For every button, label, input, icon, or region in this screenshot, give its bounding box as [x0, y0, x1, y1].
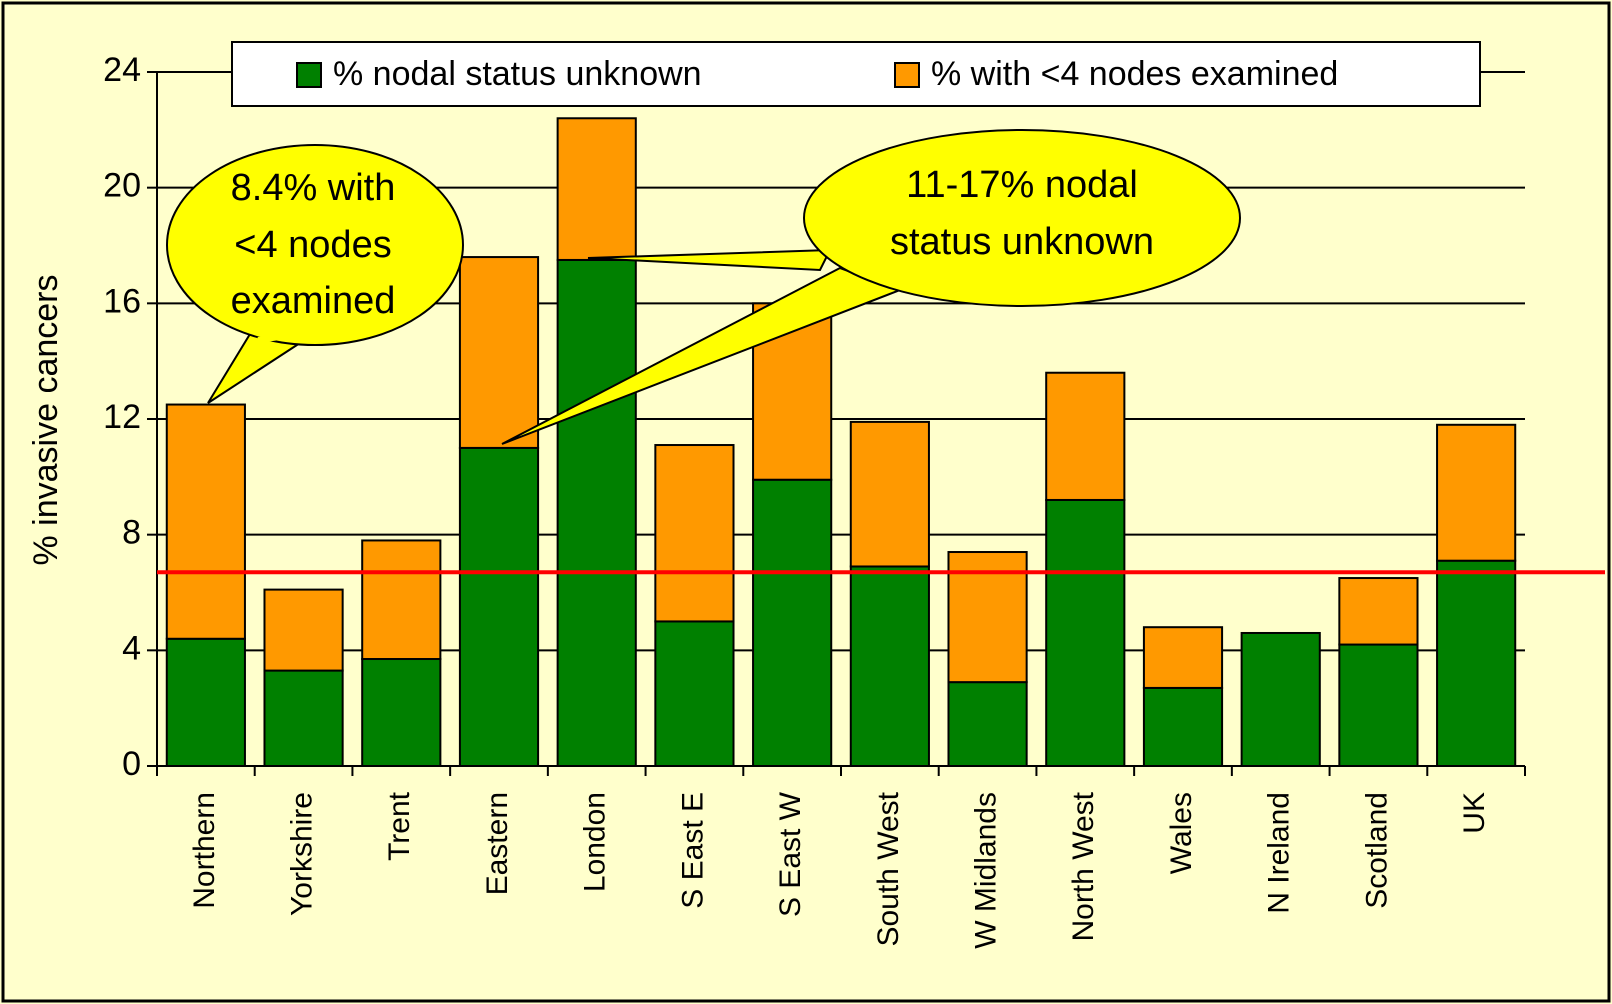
bar-segment — [361, 539, 442, 661]
bar-segment — [849, 565, 930, 767]
bar-segment — [654, 444, 735, 623]
x-tick-label: Yorkshire — [285, 792, 318, 916]
bar-segment — [752, 478, 833, 767]
y-tick-label: 20 — [103, 167, 141, 205]
legend-label: % with <4 nodes examined — [931, 55, 1338, 93]
bar-segment — [849, 420, 930, 568]
bar-segment — [1045, 371, 1126, 501]
bar-segment — [1045, 498, 1126, 767]
x-tick-label: UK — [1458, 792, 1491, 834]
y-tick-label: 8 — [122, 514, 141, 552]
callout-text: 8.4% with — [231, 167, 396, 209]
x-tick-label: Trent — [383, 791, 416, 861]
x-tick-label: South West — [872, 791, 905, 946]
x-tick-label: S East W — [774, 791, 807, 917]
legend-box — [231, 41, 1481, 107]
y-axis-label: % invasive cancers — [27, 274, 65, 565]
legend-swatch — [894, 62, 920, 88]
legend-swatch — [296, 62, 322, 88]
callout-bubble — [166, 144, 464, 346]
callout-tail — [587, 248, 832, 272]
bar-segment — [1436, 559, 1517, 767]
bar-segment — [1436, 423, 1517, 562]
bar-segment — [654, 620, 735, 768]
callout-join — [257, 327, 331, 343]
bar-segment — [361, 658, 442, 768]
y-tick-label: 16 — [103, 282, 141, 320]
x-tick-label: Eastern — [481, 792, 514, 895]
x-tick-label: W Midlands — [969, 792, 1002, 949]
callout-text: 11-17% nodal — [906, 164, 1138, 206]
x-tick-label: N Ireland — [1263, 792, 1296, 914]
x-tick-label: London — [579, 792, 612, 892]
bar-segment — [458, 446, 540, 767]
bar-segment — [947, 681, 1028, 767]
bar-segment — [556, 258, 637, 767]
y-tick-label: 12 — [103, 398, 141, 436]
callout-text: <4 nodes — [234, 224, 391, 266]
bar-segment — [556, 117, 637, 261]
x-tick-label: S East E — [676, 792, 709, 909]
bar-segment — [1338, 643, 1419, 767]
x-tick-label: Wales — [1165, 792, 1198, 874]
bar-segment — [263, 669, 344, 768]
bar-segment — [1142, 686, 1224, 767]
bar-segment — [1142, 626, 1224, 689]
callout-text: status unknown — [890, 221, 1154, 263]
bar-segment — [458, 256, 540, 449]
x-tick-label: North West — [1067, 791, 1100, 941]
y-tick-label: 0 — [122, 745, 141, 783]
legend-label: % nodal status unknown — [333, 55, 702, 93]
y-tick-label: 24 — [103, 51, 141, 89]
bar-segment — [1338, 577, 1419, 646]
x-tick-label: Scotland — [1360, 792, 1393, 909]
bar-segment — [165, 637, 246, 767]
callouts: 8.4% with <4 nodes examined 11-17% nodal sta… — [166, 129, 1241, 445]
bar-segment — [1240, 631, 1321, 767]
bar-segment — [165, 403, 246, 640]
y-tick-label: 4 — [122, 629, 141, 667]
x-tick-label: Northern — [188, 792, 221, 909]
callout-text: examined — [231, 280, 396, 322]
callout-bubble — [803, 129, 1241, 307]
legend: % nodal status unknown % with <4 nodes ex… — [231, 41, 1481, 107]
bar-segment — [263, 588, 344, 672]
